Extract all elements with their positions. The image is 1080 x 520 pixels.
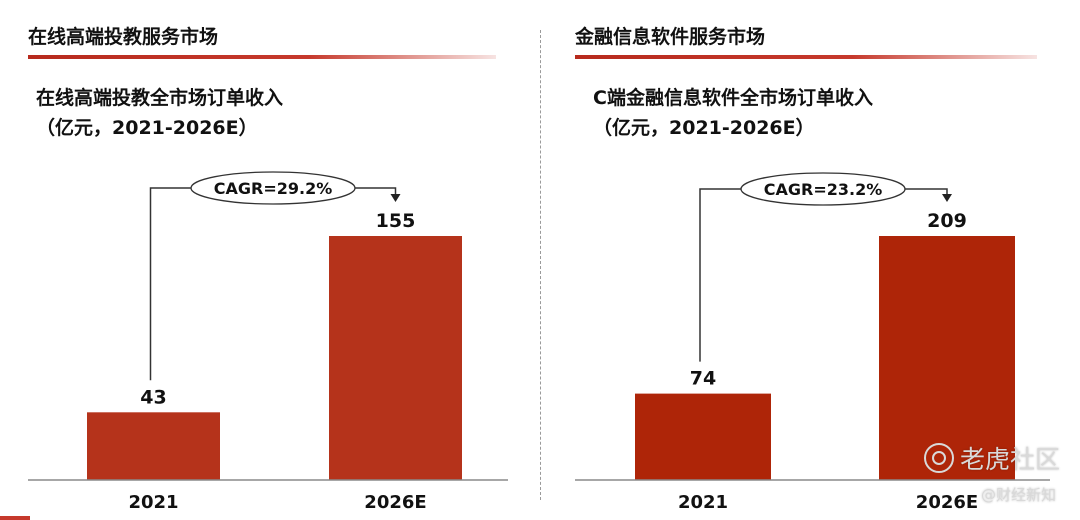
- tick-label-2021: 2021: [678, 492, 728, 513]
- panel-online-education: 在线高端投教服务市场 在线高端投教全市场订单收入 （亿元，2021-2026E）…: [28, 26, 508, 513]
- cagr-oval: [190, 171, 356, 205]
- data-label-2021: 74: [690, 368, 716, 390]
- section-title: 在线高端投教服务市场: [28, 26, 219, 48]
- panel-divider: [540, 30, 541, 500]
- cagr-label: CAGR=23.2%: [764, 180, 883, 199]
- bar-chart-financial-software: 74 2021 209 2026E CAGR=23.2%: [575, 172, 1050, 513]
- data-label-2026E: 155: [376, 210, 416, 232]
- chart-title-text: 在线高端投教全市场订单收入: [36, 87, 284, 109]
- bar-2021: [635, 393, 771, 480]
- cagr-arrow-head: [390, 194, 401, 202]
- panel-financial-software: 金融信息软件服务市场 C端金融信息软件全市场订单收入 （亿元，2021-2026…: [545, 0, 1080, 520]
- cagr-oval: [740, 172, 906, 206]
- watermark: 老虎社区: [923, 440, 1060, 476]
- data-label-2021: 43: [140, 386, 166, 408]
- tiger-logo-icon: [923, 443, 954, 473]
- bar-2026E: [329, 236, 462, 480]
- chart-subtitle: （亿元，2021-2026E）: [36, 117, 258, 139]
- watermark-brand: 老虎社区: [959, 445, 1060, 474]
- section-underline: [28, 55, 496, 59]
- tick-label-2026E: 2026E: [364, 492, 426, 513]
- bar-chart-online-education: 43 2021 155 2026E CAGR=29.2%: [28, 171, 508, 513]
- watermark-sub: @财经新知: [980, 486, 1056, 504]
- chart-title: 在线高端投教全市场订单收入 （亿元，2021-2026E）: [36, 83, 283, 143]
- chart-title: C端金融信息软件全市场订单收入 （亿元，2021-2026E）: [593, 83, 873, 143]
- cagr-arrow-head: [942, 194, 952, 202]
- chart-title-text: C端金融信息软件全市场订单收入: [593, 87, 873, 109]
- data-label-2026E: 209: [927, 210, 967, 232]
- section-underline: [575, 55, 1037, 59]
- bar-2026E: [879, 236, 1015, 480]
- cagr-label: CAGR=29.2%: [214, 179, 333, 198]
- tick-label-2026E: 2026E: [916, 492, 978, 513]
- chart-subtitle: （亿元，2021-2026E）: [593, 117, 815, 139]
- section-title: 金融信息软件服务市场: [575, 26, 766, 48]
- bar-2021: [87, 412, 220, 480]
- tick-label-2021: 2021: [128, 492, 178, 513]
- corner-mark: [0, 516, 30, 520]
